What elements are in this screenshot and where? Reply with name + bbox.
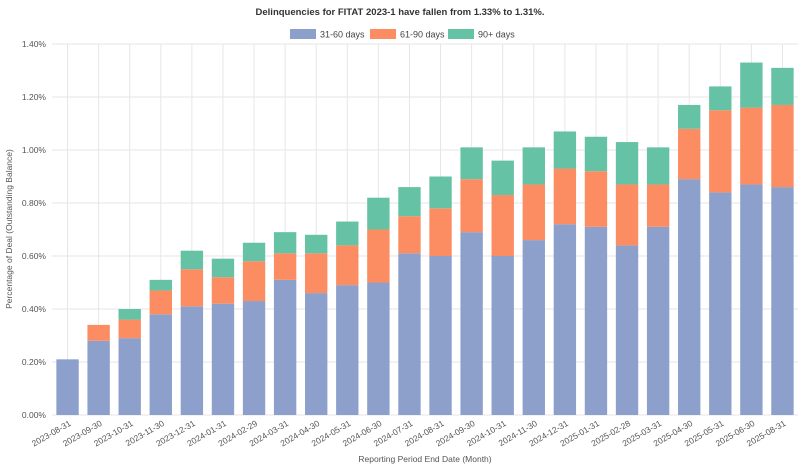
y-tick-label: 1.00% — [22, 145, 47, 155]
bar-90-days-2023-10-31 — [118, 309, 141, 320]
y-tick-label: 0.40% — [22, 304, 47, 314]
bar-90-days-2025-01-31 — [584, 136, 608, 172]
bar-90-days-2023-12-31 — [180, 250, 204, 270]
y-tick-label: 0.20% — [22, 357, 47, 367]
y-tick-label: 0.00% — [22, 410, 47, 420]
chart-title: Delinquencies for FITAT 2023-1 have fall… — [256, 7, 545, 18]
bar-61-90-days-2024-09-30 — [460, 179, 483, 233]
y-tick-label: 0.60% — [22, 251, 47, 261]
bar-90-days-2024-12-31 — [553, 131, 577, 169]
bar-31-60-days-2024-02-29 — [242, 301, 266, 415]
bar-90-days-2024-07-31 — [398, 187, 421, 217]
bar-31-60-days-2025-02-28 — [615, 245, 639, 415]
bar-61-90-days-2023-12-31 — [180, 269, 204, 307]
bar-31-60-days-2025-06-30 — [740, 184, 763, 415]
bar-31-60-days-2024-10-31 — [491, 256, 514, 415]
bar-61-90-days-2025-06-30 — [740, 107, 763, 185]
bar-31-60-days-2023-10-31 — [118, 338, 141, 415]
bar-90-days-2025-08-31 — [771, 67, 794, 105]
bar-31-60-days-2023-08-31 — [56, 359, 79, 415]
bar-61-90-days-2024-04-30 — [305, 253, 328, 294]
legend-label: 61-90 days — [400, 30, 445, 40]
bar-90-days-2025-02-28 — [615, 142, 639, 185]
bar-61-90-days-2025-04-30 — [678, 128, 701, 180]
bar-61-90-days-2025-03-31 — [646, 184, 670, 227]
bar-31-60-days-2025-08-31 — [771, 187, 794, 415]
bar-61-90-days-2023-09-30 — [87, 324, 110, 341]
bar-61-90-days-2024-01-31 — [211, 277, 235, 304]
bar-31-60-days-2024-11-30 — [522, 240, 545, 415]
bar-31-60-days-2024-12-31 — [553, 224, 577, 415]
bar-90-days-2024-04-30 — [305, 234, 328, 254]
bar-61-90-days-2025-02-28 — [615, 184, 639, 246]
legend-swatch — [448, 29, 474, 39]
bar-31-60-days-2024-01-31 — [211, 303, 235, 415]
bar-90-days-2023-11-30 — [149, 279, 172, 291]
bar-61-90-days-2023-11-30 — [149, 290, 172, 315]
bar-31-60-days-2025-01-31 — [584, 226, 608, 415]
bar-31-60-days-2024-08-31 — [429, 256, 452, 415]
bar-61-90-days-2023-10-31 — [118, 319, 141, 339]
bar-31-60-days-2024-03-31 — [273, 279, 297, 415]
bar-90-days-2025-03-31 — [646, 147, 670, 185]
y-tick-labels: 0.00% 0.20% 0.40% 0.60% 0.80% 1.00% 1.20% 1.40% — [22, 39, 47, 420]
legend: 31-60 days 61-90 days 90+ days — [290, 29, 515, 40]
bar-90-days-2024-03-31 — [273, 232, 297, 254]
y-tick-label: 1.40% — [22, 39, 47, 49]
bar-31-60-days-2024-07-31 — [398, 253, 421, 415]
bar-61-90-days-2024-06-30 — [367, 229, 390, 283]
bar-31-60-days-2024-06-30 — [367, 282, 390, 415]
bar-90-days-2024-01-31 — [211, 258, 235, 278]
y-axis-label: Percentage of Deal (Outstanding Balance) — [4, 149, 14, 309]
bar-61-90-days-2025-01-31 — [584, 171, 608, 227]
bar-31-60-days-2025-05-31 — [709, 192, 732, 415]
bar-31-60-days-2025-04-30 — [678, 179, 701, 415]
bar-61-90-days-2024-03-31 — [273, 253, 297, 280]
y-tick-label: 0.80% — [22, 198, 47, 208]
x-tick-labels: 2023-08-312023-09-302023-10-312023-11-30… — [30, 418, 788, 449]
x-axis-label: Reporting Period End Date (Month) — [358, 454, 491, 464]
bar-31-60-days-2023-11-30 — [149, 314, 172, 415]
bar-61-90-days-2024-07-31 — [398, 216, 421, 254]
legend-swatch — [290, 29, 316, 39]
y-tick-label: 1.20% — [22, 92, 47, 102]
bar-90-days-2024-10-31 — [491, 160, 514, 196]
bar-61-90-days-2025-08-31 — [771, 104, 794, 188]
bar-31-60-days-2023-09-30 — [87, 340, 110, 415]
legend-swatch — [370, 29, 396, 39]
bar-90-days-2024-09-30 — [460, 147, 483, 180]
bar-61-90-days-2024-10-31 — [491, 195, 514, 256]
bar-90-days-2024-05-31 — [336, 221, 359, 246]
bar-90-days-2024-02-29 — [242, 242, 266, 262]
bar-31-60-days-2024-05-31 — [336, 285, 359, 415]
bar-31-60-days-2024-04-30 — [305, 293, 328, 415]
bar-90-days-2024-11-30 — [522, 147, 545, 185]
bar-90-days-2025-04-30 — [678, 104, 701, 129]
bar-31-60-days-2023-12-31 — [180, 306, 204, 415]
legend-label: 31-60 days — [320, 30, 365, 40]
bar-90-days-2024-06-30 — [367, 197, 390, 230]
bar-31-60-days-2025-03-31 — [646, 226, 670, 415]
bar-61-90-days-2024-02-29 — [242, 261, 266, 302]
bar-61-90-days-2024-05-31 — [336, 245, 359, 286]
bars — [56, 62, 794, 415]
bar-61-90-days-2025-05-31 — [709, 110, 732, 193]
bar-61-90-days-2024-11-30 — [522, 184, 545, 241]
bar-90-days-2025-06-30 — [740, 62, 763, 108]
bar-61-90-days-2024-12-31 — [553, 168, 577, 225]
legend-label: 90+ days — [478, 30, 515, 40]
bar-61-90-days-2024-08-31 — [429, 208, 452, 256]
bar-90-days-2025-05-31 — [709, 86, 732, 111]
bar-90-days-2024-08-31 — [429, 176, 452, 209]
bar-31-60-days-2024-09-30 — [460, 232, 483, 415]
